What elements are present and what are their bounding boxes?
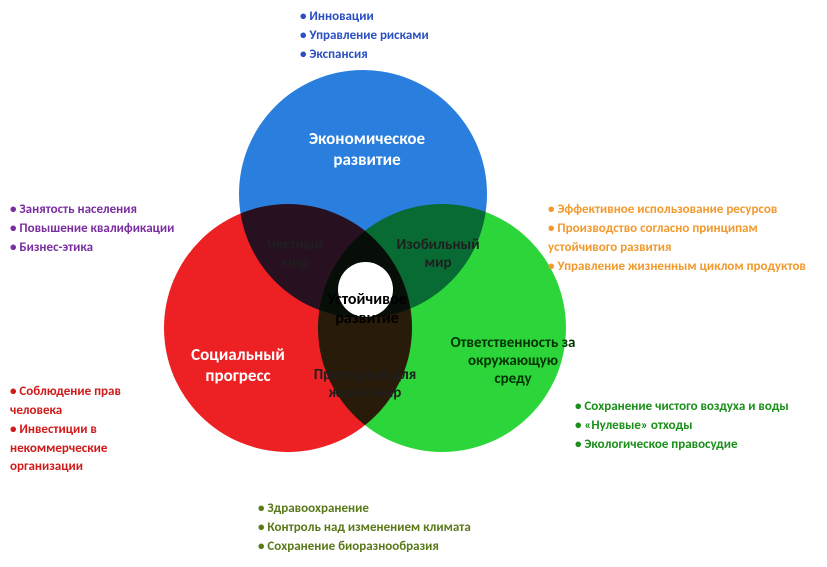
bullets-topleft-honest: Занятость населенияПовышение квалификаци… bbox=[10, 201, 230, 258]
bullet-item: Соблюдение прав человека bbox=[10, 383, 165, 421]
bullets-bottom-habitable: ЗдравоохранениеКонтроль над изменением к… bbox=[258, 500, 588, 557]
bullet-item: Здравоохранение bbox=[258, 500, 588, 519]
venn-container: Экономическое развитие Социальный прогре… bbox=[0, 0, 827, 567]
bullet-item: Инновации bbox=[300, 8, 600, 27]
bullet-item: Сохранение чистого воздуха и воды bbox=[575, 398, 805, 417]
center-white-patch bbox=[338, 262, 393, 317]
bullet-item: Инвестиции в некоммерческие организации bbox=[10, 421, 165, 478]
bullet-item: Производство согласно принципам устойчив… bbox=[548, 220, 823, 258]
bullet-item: Контроль над изменением климата bbox=[258, 519, 588, 538]
bullets-topright-abundant: Эффективное использование ресурсовПроизв… bbox=[548, 201, 823, 276]
bullets-top-economic: ИнновацииУправление рискамиЭкспансия bbox=[300, 8, 600, 65]
bullet-item: Эффективное использование ресурсов bbox=[548, 201, 823, 220]
bullet-item: Управление жизненным циклом продуктов bbox=[548, 258, 823, 277]
bullet-item: «Нулевые» отходы bbox=[575, 417, 805, 436]
circle-environment bbox=[318, 204, 566, 452]
bullet-item: Управление рисками bbox=[300, 27, 600, 46]
bullet-item: Бизнес-этика bbox=[10, 239, 230, 258]
bullet-item: Экспансия bbox=[300, 46, 600, 65]
bullet-item: Экологическое правосудие bbox=[575, 436, 805, 455]
bullet-item: Повышение квалификации bbox=[10, 220, 230, 239]
bullets-right-environment: Сохранение чистого воздуха и воды«Нулевы… bbox=[575, 398, 805, 455]
bullet-item: Занятость населения bbox=[10, 201, 230, 220]
bullet-item: Сохранение биоразнообразия bbox=[258, 538, 588, 557]
bullets-left-social: Соблюдение прав человекаИнвестиции в нек… bbox=[10, 383, 165, 477]
